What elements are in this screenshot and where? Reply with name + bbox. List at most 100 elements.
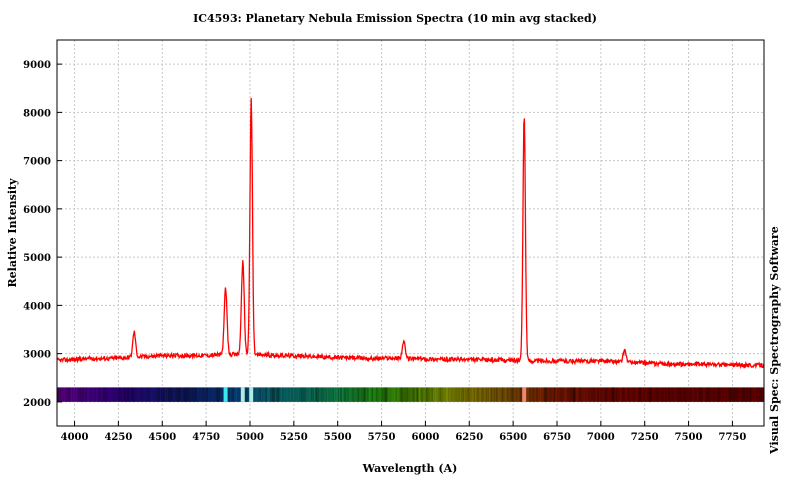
spectrum-striation	[378, 387, 381, 402]
spectrum-striation	[115, 387, 118, 402]
spectrum-striation	[490, 387, 493, 402]
spectrum-striation	[323, 387, 325, 402]
spectrum-striation	[513, 387, 516, 402]
spectrum-striation	[404, 387, 407, 402]
spectrum-striation	[628, 387, 631, 402]
spectrum-striation	[572, 387, 575, 402]
spectrum-striation	[647, 387, 651, 402]
spectrum-striation	[495, 387, 498, 402]
spectrum-striation	[152, 387, 155, 402]
spectrum-striation	[331, 387, 333, 402]
spectrum-striation	[691, 387, 693, 402]
spectrum-striation	[638, 387, 642, 402]
spectrum-striation	[110, 387, 114, 402]
spectrum-striation	[352, 387, 355, 402]
spectrum-striation	[311, 387, 314, 402]
spectrum-striation	[519, 387, 522, 402]
spectrum-striation	[370, 387, 373, 402]
spectrum-striation	[358, 387, 360, 402]
spectrum-striation	[641, 387, 643, 402]
spectrum-striation	[540, 387, 543, 402]
spectrum-striation	[619, 387, 621, 402]
spectrum-striation	[464, 387, 468, 402]
spectrum-striation	[708, 387, 711, 402]
spectrum-striation	[204, 387, 208, 402]
spectrum-striation	[650, 387, 652, 402]
spectrum-striation	[178, 387, 181, 402]
spectrum-striation	[642, 387, 645, 402]
spectrum-striation	[608, 387, 610, 402]
spectrum-striation	[661, 387, 664, 402]
spectrum-striation	[89, 387, 92, 402]
spectrum-striation	[357, 387, 360, 402]
spectrum-striation	[376, 387, 379, 402]
spectrum-striation	[617, 387, 620, 402]
spectrum-striation	[612, 387, 615, 402]
spectrum-striation	[411, 387, 414, 402]
spectrum-striation	[443, 387, 445, 402]
spectrum-striation	[730, 387, 733, 402]
spectrum-striation	[740, 387, 743, 402]
spectrum-striation	[209, 387, 211, 402]
spectrum-striation	[742, 387, 745, 402]
spectrum-striation	[245, 387, 249, 402]
spectrum-striation	[272, 387, 275, 402]
spectrum-striation	[281, 387, 285, 402]
spectrum-striation	[291, 387, 294, 402]
spectrum-striation	[659, 387, 662, 402]
spectrum-striation	[673, 387, 676, 402]
spectrum-bright-band	[223, 387, 228, 402]
spectrum-striation	[360, 387, 363, 402]
spectrum-bright-band	[240, 387, 245, 402]
spectrum-striation	[135, 387, 138, 402]
spectrum-striation	[238, 387, 242, 402]
spectrum-striation	[131, 387, 134, 402]
spectrum-striation	[202, 387, 205, 402]
spectrum-striation	[736, 387, 739, 402]
spectrum-striation	[576, 387, 578, 402]
spectrum-striation	[726, 387, 728, 402]
spectrum-striation	[261, 387, 263, 402]
spectrum-striation	[648, 387, 652, 402]
grid	[57, 40, 764, 426]
spectrum-striation	[72, 387, 74, 402]
spectrum-striation	[344, 387, 346, 402]
spectrum-striation	[671, 387, 674, 402]
spectrum-striation	[562, 387, 564, 402]
spectrum-striation	[431, 387, 434, 402]
spectrum-striation	[236, 387, 240, 402]
spectrum-striation	[556, 387, 560, 402]
spectrum-striation	[738, 387, 740, 402]
spectrum-striation	[438, 387, 441, 402]
spectrum-striation	[476, 387, 479, 402]
y-tick-label: 5000	[23, 253, 51, 264]
spectrum-striation	[405, 387, 408, 402]
spectrum-striation	[201, 387, 203, 402]
spectrum-striation	[571, 387, 575, 402]
spectrum-striation	[698, 387, 702, 402]
spectrum-striation	[264, 387, 268, 402]
spectrum-striation	[755, 387, 758, 402]
spectrum-striation	[693, 387, 697, 402]
spectrum-striation	[349, 387, 351, 402]
spectrum-striation	[67, 387, 71, 402]
spectrum-striation	[632, 387, 635, 402]
spectrum-striation	[120, 387, 123, 402]
spectrum-strip-band	[57, 387, 764, 402]
spectrum-striation	[193, 387, 197, 402]
spectrum-striation	[186, 387, 190, 402]
spectrum-striation	[395, 387, 398, 402]
spectrum-striation	[62, 387, 65, 402]
spectrum-striation	[654, 387, 657, 402]
spectrum-striation	[124, 387, 126, 402]
spectrum-striation	[389, 387, 391, 402]
spectrum-striation	[568, 387, 572, 402]
spectrum-striation	[727, 387, 731, 402]
spectrum-striation	[516, 387, 518, 402]
spectrum-striation	[676, 387, 679, 402]
spectrum-striation	[447, 387, 450, 402]
spectrum-striation	[421, 387, 424, 402]
spectrum-striation	[133, 387, 136, 402]
spectrum-striation	[467, 387, 470, 402]
